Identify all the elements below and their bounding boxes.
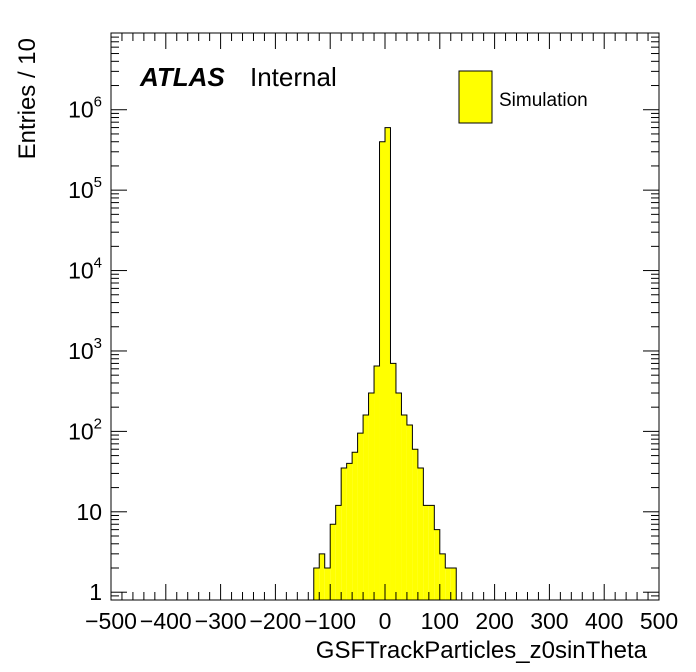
histogram-bar — [440, 554, 445, 600]
y-tick-label-exponent: 3 — [94, 335, 102, 352]
x-axis-label: GSFTrackParticles_z0sinTheta — [316, 637, 648, 664]
histogram-bar — [341, 468, 346, 600]
histogram-bar — [445, 568, 450, 600]
legend-entry-simulation: Simulation — [499, 90, 588, 111]
x-tick-label: −300 — [195, 608, 247, 634]
histogram-bar — [330, 524, 335, 600]
y-tick-label-exponent: 5 — [94, 174, 102, 191]
histogram-bar — [380, 142, 385, 600]
histogram-bar — [418, 468, 423, 600]
y-tick-label-base: 10 — [68, 338, 94, 364]
histogram-bar — [336, 505, 341, 600]
histogram-bar — [325, 568, 330, 600]
x-tick-labels: −500 −400 −300 −200 −100 0 100 200 300 400 500 — [85, 608, 678, 634]
x-tick-label: 200 — [475, 608, 513, 634]
x-tick-label: 400 — [585, 608, 623, 634]
x-tick-label: 0 — [379, 608, 392, 634]
histogram-bar — [314, 568, 319, 600]
histogram-bar — [429, 505, 434, 600]
y-tick-label-base: 1 — [89, 579, 102, 605]
y-tick-label: 10 — [76, 499, 102, 525]
y-tick-label: 1 — [89, 579, 102, 605]
y-tick-label-base: 10 — [68, 418, 94, 444]
x-tick-label: 300 — [530, 608, 568, 634]
x-tick-label: −500 — [85, 608, 137, 634]
atlas-label: ATLAS — [139, 62, 225, 92]
x-tick-label: −400 — [140, 608, 192, 634]
y-tick-label-base: 10 — [68, 258, 94, 284]
histogram-chart: −500 −400 −300 −200 −100 0 100 200 300 400 500 1 10… — [0, 0, 696, 672]
histogram-bar — [396, 393, 401, 600]
legend-swatch — [459, 71, 492, 123]
y-axis-label: Entries / 10 — [14, 38, 41, 159]
histogram-bar — [385, 128, 390, 600]
histogram-bar — [374, 366, 379, 600]
y-tick-label-exponent: 2 — [94, 415, 102, 432]
atlas-status-label: Internal — [250, 62, 337, 92]
histogram-bar — [363, 415, 368, 600]
histogram-bar — [451, 568, 456, 600]
x-tick-label: 100 — [421, 608, 459, 634]
x-tick-label: −100 — [304, 608, 356, 634]
histogram-bar — [407, 425, 412, 600]
histogram-bar — [390, 363, 395, 600]
histogram-bar — [369, 393, 374, 600]
x-tick-label: 500 — [640, 608, 678, 634]
histogram-bar — [401, 415, 406, 600]
x-tick-label: −200 — [249, 608, 301, 634]
histogram-bar — [352, 452, 357, 600]
histogram-bar — [434, 530, 439, 600]
y-tick-label-exponent: 4 — [94, 255, 102, 272]
y-tick-label-base: 10 — [68, 177, 94, 203]
histogram-bar — [358, 433, 363, 600]
histogram-bar — [319, 554, 324, 600]
histogram-bar — [347, 463, 352, 600]
histogram-bar — [423, 505, 428, 600]
histogram-bar — [412, 449, 417, 600]
y-tick-label-base: 10 — [68, 97, 94, 123]
y-tick-label-exponent: 6 — [94, 94, 102, 111]
y-tick-label-base: 10 — [76, 499, 102, 525]
